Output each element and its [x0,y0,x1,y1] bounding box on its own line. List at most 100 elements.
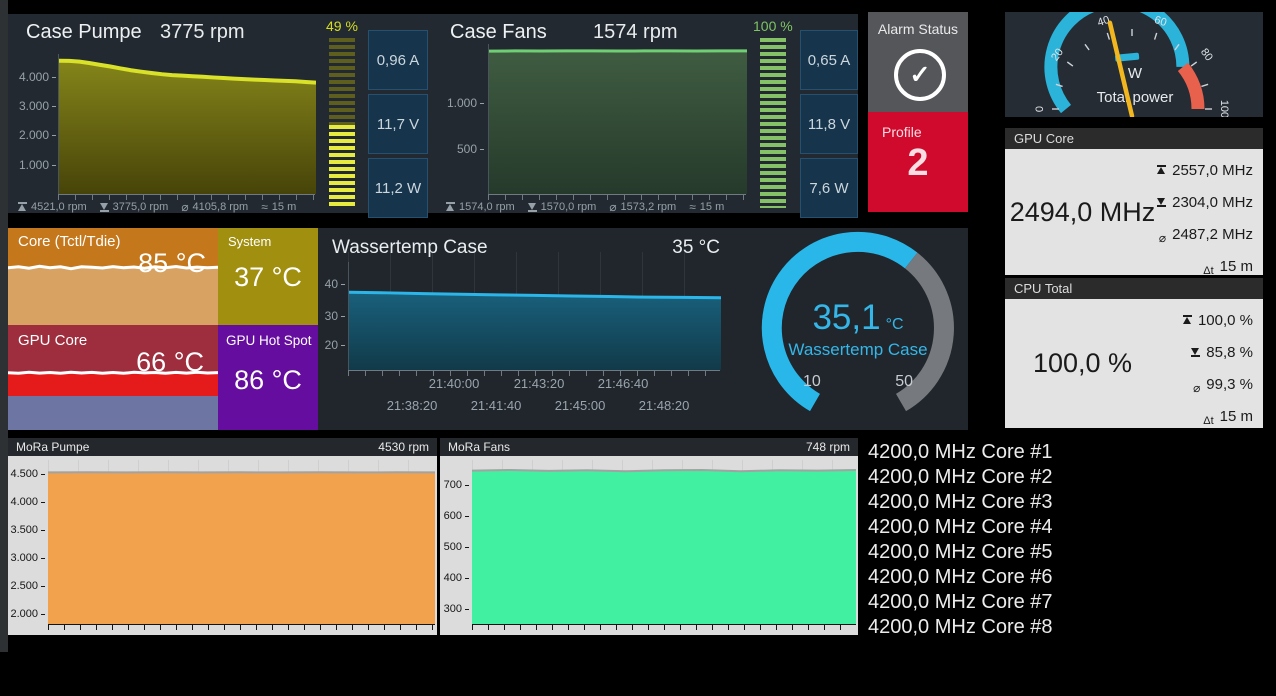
alarm-status-title: Alarm Status [877,21,959,37]
wassertemp-value: 35 °C [672,237,720,258]
mora-fans-x-axis [472,624,856,630]
mora-pumpe-value: 4530 rpm [378,440,429,454]
core-freq-item: 4200,0 MHz Core #2 [868,466,1053,488]
svg-text:60: 60 [1153,14,1168,29]
wassertemp-radial-gauge: 35,1 °C Wassertemp Case 10 50 [748,228,968,430]
core-freq-item: 4200,0 MHz Core #1 [868,441,1053,463]
mora-fans-value: 748 rpm [805,440,850,454]
fans-power-box: 7,6 W [800,158,858,218]
system-temp-title: System [228,234,272,249]
min-icon [99,202,109,212]
profile-tile[interactable]: Profile 2 [868,112,968,212]
mora-fans-y-axis: 700 600 500 400 300 [440,456,469,635]
pump-voltage-box: 11,7 V [368,94,428,154]
avg-icon [1193,379,1200,389]
case-fans-x-axis [488,194,746,200]
mora-pumpe-header: MoRa Pumpe 4530 rpm [8,438,437,456]
case-fans-value: 1574 rpm [593,21,678,43]
gpu-hotspot-value: 86 °C [234,365,302,395]
core-freq-item: 4200,0 MHz Core #5 [868,541,1053,563]
core-temp-value: 85 °C [138,248,206,278]
mora-pumpe-chart-area: 4.500 4.000 3.500 3.000 2.500 2.000 [8,456,437,635]
profile-value: 2 [907,142,929,184]
svg-text:80: 80 [1198,46,1215,63]
core-frequency-list: 4200,0 MHz Core #1 4200,0 MHz Core #2 42… [868,440,1053,640]
core-freq-item: 4200,0 MHz Core #4 [868,516,1053,538]
fans-bar-gauge [760,38,786,208]
gpu-temp-tile: GPU Core 66 °C [8,325,218,430]
pump-bar-filled [329,124,355,208]
avg-icon [181,202,188,212]
gpu-hotspot-tile: GPU Hot Spot 86 °C [218,325,318,430]
svg-text:20: 20 [1049,46,1066,63]
avg-icon [1159,229,1166,239]
min-icon [1157,197,1167,207]
radial-gauge-min: 10 [803,373,821,390]
system-temp-tile: System 37 °C [218,228,318,325]
svg-text:40: 40 [1096,14,1111,29]
gpu-core-header: GPU Core [1005,128,1263,149]
radial-gauge-label: Wassertemp Case [788,340,928,359]
gpu-core-body: 2494,0 MHz 2557,0 MHz 2304,0 MHz 2487,2 … [1005,149,1263,275]
mora-pumpe-y-axis: 4.500 4.000 3.500 3.000 2.500 2.000 [8,456,45,635]
gpu-temp-value: 66 °C [136,347,204,377]
check-circle-icon: ✓ [894,49,946,101]
core-freq-item: 4200,0 MHz Core #8 [868,616,1053,638]
cpu-total-value: 100,0 % [1032,348,1133,378]
case-pumpe-stats: 4521,0 rpm 3775,0 rpm 4105,8 rpm 15 m [18,201,296,213]
cpu-total-body: 100,0 % 100,0 % 85,8 % 99,3 % 15 m [1005,299,1263,428]
case-fans-stats: 1574,0 rpm 1570,0 rpm 1573,2 rpm 15 m [446,201,724,213]
svg-text:0: 0 [1034,106,1046,112]
pump-power-box: 11,2 W [368,158,428,218]
min-icon [1191,347,1201,357]
wassertemp-y-axis: 40 30 20 [318,262,345,370]
fans-bar-filled [760,38,786,208]
top-sensor-panel: Case Pumpe 3775 rpm 4.000 3.000 2.000 1.… [8,14,858,218]
case-pumpe-y-axis: 4.000 3.000 2.000 1.000 [12,54,56,194]
time-icon [261,202,268,212]
fans-voltage-box: 11,8 V [800,94,858,154]
mora-pumpe-x-axis [48,624,435,630]
radial-gauge-unit: °C [885,316,904,333]
power-gauge-label: Total power [1097,89,1174,106]
mora-fans-header: MoRa Fans 748 rpm [440,438,858,456]
case-pumpe-title: Case Pumpe [26,21,142,43]
pump-current-box: 0,96 A [368,30,428,90]
radial-gauge-value: 35,1 [812,298,881,337]
wassertemp-x-axis [348,370,720,376]
fans-value-boxes: 0,65 A 11,8 V 7,6 W [800,30,858,218]
case-fans-chart [488,44,747,194]
avg-icon [609,202,616,212]
case-pumpe-chart [58,54,316,194]
gpu-hotspot-title: GPU Hot Spot [226,333,312,348]
mora-fans-title: MoRa Fans [448,440,511,454]
gpu-core-stats: 2557,0 MHz 2304,0 MHz 2487,2 MHz 15 m [1157,154,1253,282]
mora-fans-chart [472,460,856,625]
wassertemp-title: Wassertemp Case [332,237,488,258]
power-gauge-unit: W [1128,65,1143,82]
fans-percent-label: 100 % [753,18,793,34]
gpu-temp-title: GPU Core [18,332,88,349]
cpu-total-header: CPU Total [1005,278,1263,299]
core-temp-title: Core (Tctl/Tdie) [18,233,121,250]
core-freq-item: 4200,0 MHz Core #6 [868,566,1053,588]
mora-pumpe-title: MoRa Pumpe [16,440,90,454]
time-icon [689,202,696,212]
max-icon [18,202,27,212]
profile-label: Profile [882,124,922,140]
left-edge-strip [0,0,8,652]
gpu-core-value: 2494,0 MHz [1009,196,1156,227]
case-pumpe-x-axis [58,194,315,200]
cpu-total-stats: 100,0 % 85,8 % 99,3 % 15 m [1182,304,1253,432]
pump-bar-unfilled [329,38,355,125]
gpu-temp-band [8,396,218,430]
pump-value-boxes: 0,96 A 11,7 V 11,2 W [368,30,428,218]
case-fans-y-axis: 1.000 500 [440,44,484,194]
time-icon [1203,261,1213,271]
min-icon [527,202,537,212]
core-temp-tile: Core (Tctl/Tdie) 85 °C [8,228,218,325]
wassertemp-chart [348,262,721,370]
mora-pumpe-chart [48,460,435,625]
case-pumpe-value: 3775 rpm [160,21,245,43]
